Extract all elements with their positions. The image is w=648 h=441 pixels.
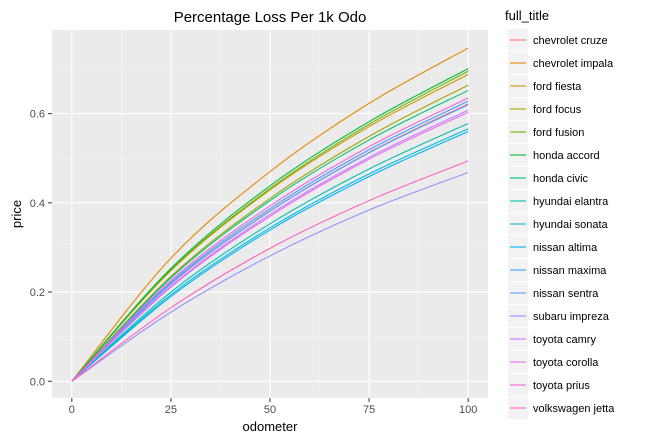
chart-title: Percentage Loss Per 1k Odo bbox=[174, 9, 367, 26]
x-axis: 0 25 50 75 100 bbox=[69, 398, 477, 416]
x-tick-label: 100 bbox=[459, 404, 477, 416]
series-line-14 bbox=[71, 111, 469, 382]
x-tick-label: 50 bbox=[264, 404, 276, 416]
y-tick-label: 0.0 bbox=[30, 376, 45, 388]
series-line-9 bbox=[71, 130, 469, 382]
legend-label: ford fiesta bbox=[533, 81, 582, 93]
legend-label: nissan maxima bbox=[533, 265, 607, 277]
x-axis-title: odometer bbox=[243, 419, 299, 434]
series-line-3 bbox=[71, 84, 469, 382]
series-line-7 bbox=[71, 122, 469, 382]
legend-label: toyota camry bbox=[533, 334, 596, 346]
series-line-6 bbox=[71, 89, 469, 382]
y-axis-title: price bbox=[9, 200, 24, 228]
legend-label: toyota corolla bbox=[533, 357, 599, 369]
legend-label: honda accord bbox=[533, 150, 600, 162]
y-tick-label: 0.4 bbox=[30, 198, 45, 210]
series-line-12 bbox=[71, 172, 469, 382]
series-line-15 bbox=[71, 97, 469, 382]
x-tick-label: 75 bbox=[363, 404, 375, 416]
legend-label: chevrolet cruze bbox=[533, 35, 608, 47]
legend-label: hyundai elantra bbox=[533, 196, 609, 208]
series-line-1 bbox=[71, 47, 469, 382]
legend-label: ford focus bbox=[533, 104, 582, 116]
legend-label: nissan sentra bbox=[533, 288, 599, 300]
legend-label: chevrolet impala bbox=[533, 58, 614, 70]
series-line-16 bbox=[71, 160, 469, 382]
series-line-8 bbox=[71, 128, 469, 382]
legend-label: honda civic bbox=[533, 173, 589, 185]
series-line-11 bbox=[71, 104, 469, 382]
legend: chevrolet cruze chevrolet impala ford fies… bbox=[508, 29, 615, 419]
x-tick-label: 25 bbox=[165, 404, 177, 416]
legend-label: volkswagen jetta bbox=[533, 403, 615, 415]
legend-label: subaru impreza bbox=[533, 311, 610, 323]
y-axis: 0.0 0.2 0.4 0.6 bbox=[30, 109, 52, 388]
legend-label: toyota prius bbox=[533, 380, 590, 392]
series-line-5 bbox=[71, 68, 469, 382]
legend-label: nissan altima bbox=[533, 242, 598, 254]
series-layer bbox=[71, 47, 469, 382]
series-line-10 bbox=[71, 100, 469, 382]
legend-title: full_title bbox=[505, 8, 549, 23]
legend-label: hyundai sonata bbox=[533, 219, 608, 231]
legend-label: ford fusion bbox=[533, 127, 584, 139]
y-tick-label: 0.6 bbox=[30, 109, 45, 121]
y-tick-label: 0.2 bbox=[30, 287, 45, 299]
x-tick-label: 0 bbox=[69, 404, 75, 416]
